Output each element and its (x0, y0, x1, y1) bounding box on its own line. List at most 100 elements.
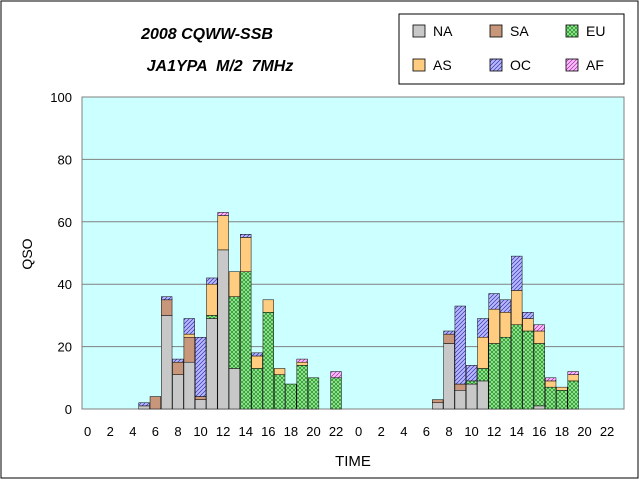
x-tick-label: 8 (445, 424, 452, 439)
y-axis-ticks: 0 20 40 60 80 100 (50, 90, 72, 417)
bar-segment-eu (273, 374, 286, 410)
bar-segment-af (533, 324, 545, 332)
x-tick-label: 8 (174, 424, 181, 439)
legend-label-as: AS (433, 57, 452, 73)
bar-segment-na (465, 383, 478, 410)
bar-segment-oc (206, 277, 218, 285)
bar-segment-as (183, 333, 195, 338)
y-tick-label: 80 (58, 152, 72, 167)
legend-label-na: NA (433, 23, 453, 39)
bar-segment-eu (465, 380, 478, 385)
chart-subtitle: JA1YPA M/2 7MHz (147, 58, 294, 75)
bar-segment-oc (511, 255, 523, 291)
x-tick-label: 4 (129, 424, 136, 439)
bar-segment-eu (544, 386, 557, 410)
bars (138, 212, 579, 410)
x-tick-label: 14 (509, 424, 523, 439)
bar-segment-na (138, 405, 150, 410)
x-tick-label: 12 (216, 424, 230, 439)
bar-segment-sa (149, 396, 162, 410)
legend-swatch-oc (489, 58, 503, 72)
bar-segment-eu (567, 380, 579, 410)
bar-segment-af (330, 371, 342, 379)
bar-segment-sa (161, 299, 173, 316)
bar-segment-eu (533, 343, 545, 407)
bar-segment-oc (240, 234, 252, 238)
bar-segment-sa (183, 336, 195, 363)
bar-segment-as (567, 374, 579, 382)
bar-segment-na (443, 343, 455, 410)
bar-segment-eu (307, 377, 320, 410)
bar-segment-oc (443, 330, 455, 335)
bar-segment-af (217, 212, 229, 216)
x-tick-label: 6 (423, 424, 430, 439)
bar-segment-eu (556, 390, 568, 410)
bar-segment-eu (499, 336, 512, 410)
bar-segment-as (206, 283, 218, 316)
x-tick-label: 6 (152, 424, 159, 439)
gridlines (82, 96, 624, 410)
x-tick-label: 20 (577, 424, 591, 439)
bar-segment-as (240, 237, 252, 272)
bar-segment-as (522, 318, 534, 332)
bar-segment-af (567, 371, 579, 375)
legend-swatch-sa (489, 24, 503, 38)
x-tick-label: 16 (532, 424, 546, 439)
x-tick-label: 18 (555, 424, 569, 439)
bar-segment-na (217, 249, 229, 410)
bar-segment-as (217, 215, 229, 251)
bar-segment-na (432, 402, 444, 410)
y-tick-label: 0 (65, 402, 72, 417)
bar-segment-eu (228, 296, 241, 369)
x-tick-label: 2 (378, 424, 385, 439)
bar-segment-as (488, 308, 500, 344)
legend-label-oc: OC (510, 57, 531, 73)
x-tick-label: 10 (193, 424, 207, 439)
bar-segment-oc (183, 318, 195, 335)
bar-segment-sa (454, 383, 466, 391)
bar-segment-as (533, 330, 545, 344)
x-tick-label: 10 (464, 424, 478, 439)
bar-segment-af (296, 358, 308, 363)
bar-segment-na (194, 399, 207, 410)
x-tick-label: 14 (238, 424, 252, 439)
bar-segment-na (533, 405, 545, 410)
bar-segment-sa (432, 399, 444, 404)
bar-segment-na (183, 361, 195, 410)
bar-segment-sa (443, 333, 455, 344)
y-tick-label: 40 (58, 277, 72, 292)
y-tick-label: 60 (58, 215, 72, 230)
bar-segment-oc (465, 365, 478, 382)
bar-segment-as (296, 361, 308, 366)
legend-swatch-af (565, 58, 579, 72)
bar-segment-as (273, 368, 286, 375)
x-tick-label: 2 (107, 424, 114, 439)
legend-swatch-as (412, 58, 426, 72)
x-tick-label: 12 (487, 424, 501, 439)
x-axis-label: TIME (335, 453, 371, 470)
x-tick-label: 0 (355, 424, 362, 439)
bar-segment-eu (477, 368, 489, 382)
x-tick-label: 22 (600, 424, 614, 439)
bar-segment-eu (330, 377, 342, 410)
x-tick-label: 0 (84, 424, 91, 439)
bar-segment-eu (240, 271, 252, 410)
bar-segment-na (161, 315, 173, 410)
bar-segment-oc (499, 299, 512, 313)
bar-segment-as (544, 380, 557, 388)
bar-segment-oc (161, 296, 173, 301)
y-tick-label: 100 (50, 90, 72, 105)
legend-swatch-eu (565, 24, 579, 38)
bar-segment-oc (522, 312, 534, 319)
bar-segment-oc (454, 305, 466, 385)
bar-segment-na (228, 368, 241, 410)
bar-segment-na (477, 380, 489, 410)
bar-segment-af (544, 377, 557, 382)
bar-segment-na (454, 390, 466, 410)
legend-label-af: AF (586, 57, 604, 73)
bar-segment-as (228, 271, 241, 297)
x-tick-label: 20 (306, 424, 320, 439)
bar-segment-eu (262, 312, 274, 410)
bar-segment-as (262, 299, 274, 313)
